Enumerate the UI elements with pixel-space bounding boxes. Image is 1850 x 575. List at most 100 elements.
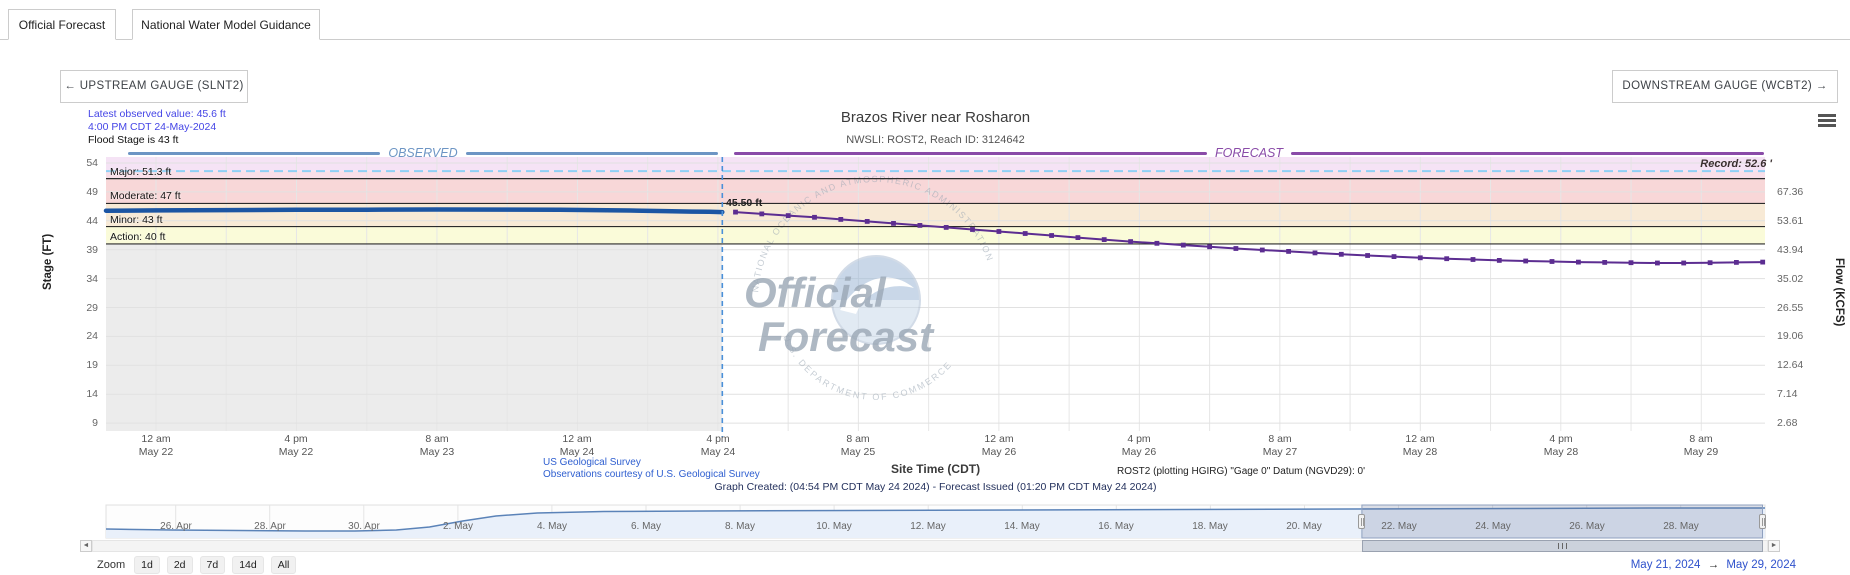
navigator-date-label: 4. May <box>536 521 567 532</box>
flood-category-label-minor: Minor: 43 ft <box>110 213 163 226</box>
navigator-right-handle[interactable] <box>1759 514 1766 529</box>
forecast-label: FORECAST <box>1214 146 1284 160</box>
time-axis-tick: 8 am May 25 <box>840 433 876 458</box>
current-forecast-value-label: 45.50 ft <box>726 197 763 209</box>
usgs-credit-line2[interactable]: Observations courtesy of U.S. Geological… <box>543 469 760 480</box>
stage-axis-tick: 9 <box>92 417 98 430</box>
forecast-series-line <box>735 211 1763 264</box>
navigator-date-label: 20. May <box>1286 521 1322 532</box>
observed-line-right <box>465 151 718 155</box>
navigator-date-label: 26. Apr <box>160 521 192 532</box>
forecast-region-header: FORECAST <box>734 146 1764 160</box>
scrollbar-track[interactable] <box>92 540 1768 552</box>
navigator-date-label: 30. Apr <box>348 521 380 532</box>
navigator-line <box>105 507 1765 532</box>
y-axis-title-stage: Stage (FT) <box>42 233 54 290</box>
scrollbar-right-arrow[interactable]: ► <box>1768 540 1780 552</box>
navigator-date-label: 16. May <box>1098 521 1134 532</box>
chart-subtitle: NWSLI: ROST2, Reach ID: 3124642 <box>846 134 1025 146</box>
navigator-date-label: 28. Apr <box>254 521 286 532</box>
zoom-preset-1d[interactable]: 1d <box>134 556 160 574</box>
usgs-credit-line1[interactable]: US Geological Survey <box>543 457 641 468</box>
stage-axis-tick: 19 <box>86 359 98 372</box>
flow-axis-tick: 12.64 <box>1777 359 1804 372</box>
svg-text:Forecast: Forecast <box>758 313 935 360</box>
stage-axis-tick: 39 <box>86 243 98 256</box>
flow-axis-tick: 19.06 <box>1777 330 1804 343</box>
tab-bar: Official Forecast National Water Model G… <box>0 9 1850 40</box>
flow-axis-tick: 26.55 <box>1777 301 1804 314</box>
navigator-area <box>106 508 1765 538</box>
navigator-date-label: 22. May <box>1381 521 1417 532</box>
flood-stage-note: Flood Stage is 43 ft <box>88 134 179 146</box>
record-stage-label: Record: 52.6 ' <box>1700 158 1772 170</box>
chart-menu-icon[interactable] <box>1818 114 1836 128</box>
datum-note: ROST2 (plotting HGIRG) "Gage 0" Datum (N… <box>1117 466 1365 477</box>
zoom-preset-2d[interactable]: 2d <box>166 556 193 574</box>
navigator-date-label: 10. May <box>816 521 852 532</box>
observed-region-header: OBSERVED <box>128 146 718 160</box>
flow-axis-tick: 43.94 <box>1777 243 1804 256</box>
time-axis-tick: 8 am May 23 <box>419 433 455 458</box>
time-axis-tick: 4 pm May 24 <box>700 433 736 458</box>
site-time-axis-title: Site Time (CDT) <box>890 462 981 476</box>
time-axis-tick: 8 am May 29 <box>1683 433 1719 458</box>
right-arrow-icon: → <box>1815 80 1828 92</box>
stage-axis-tick: 49 <box>86 185 98 198</box>
time-axis-tick: 12 am May 22 <box>138 433 174 458</box>
stage-axis-tick: 24 <box>86 330 98 343</box>
observed-label: OBSERVED <box>388 146 458 160</box>
time-axis-tick: 4 pm May 22 <box>278 433 314 458</box>
observed-line-left <box>128 151 381 155</box>
zoom-preset-7d[interactable]: 7d <box>199 556 226 574</box>
chart-title: Brazos River near Rosharon <box>840 109 1031 126</box>
left-arrow-icon: ← <box>64 80 77 92</box>
zoom-preset-14d[interactable]: 14d <box>232 556 264 574</box>
upstream-gauge-button[interactable]: ← UPSTREAM GAUGE (SLNT2) <box>60 70 248 103</box>
latest-observed-value: Latest observed value: 45.6 ft <box>88 108 226 120</box>
navigator-date-label: 14. May <box>1004 521 1040 532</box>
graph-created-note: Graph Created: (04:54 PM CDT May 24 2024… <box>714 481 1157 493</box>
tab-national-water-model-guidance[interactable]: National Water Model Guidance <box>132 9 320 40</box>
zoom-label: Zoom <box>97 559 126 571</box>
stage-axis-tick: 29 <box>86 301 98 314</box>
page-title: Brazos River near Rosharon <box>106 109 1765 127</box>
downstream-gauge-button[interactable]: DOWNSTREAM GAUGE (WCBT2) → <box>1612 70 1838 103</box>
range-arrow-icon: → <box>1707 559 1720 571</box>
y-axis-title-flow: Flow (KCFS) <box>1833 258 1845 327</box>
stage-axis-tick: 54 <box>86 157 98 169</box>
forecast-line-right <box>1291 151 1764 155</box>
latest-observed-time: 4:00 PM CDT 24-May-2024 <box>88 121 217 133</box>
navigator-date-label: 28. May <box>1663 521 1699 532</box>
navigator-date-label: 18. May <box>1192 521 1228 532</box>
upstream-gauge-label: UPSTREAM GAUGE (SLNT2) <box>79 80 244 92</box>
scrollbar-left-arrow[interactable]: ◄ <box>80 540 92 552</box>
range-to-date[interactable]: May 29, 2024 <box>1726 559 1796 571</box>
tab-official-forecast[interactable]: Official Forecast <box>8 9 116 40</box>
navigator-date-label: 26. May <box>1569 521 1605 532</box>
svg-text:Official: Official <box>744 269 887 316</box>
flow-axis-tick: 7.14 <box>1777 388 1798 401</box>
flood-category-label-action: Action: 40 ft <box>110 230 166 243</box>
stage-axis-tick: 34 <box>86 272 98 285</box>
navigator-date-label: 8. May <box>724 521 755 532</box>
observed-series-line <box>103 207 725 215</box>
navigator-date-label: 12. May <box>910 521 946 532</box>
stage-axis-tick: 44 <box>86 214 98 227</box>
time-axis-tick: 8 am May 27 <box>1262 433 1298 458</box>
flow-axis-tick: 67.36 <box>1777 185 1804 198</box>
time-axis-tick: 12 am May 28 <box>1402 433 1438 458</box>
time-axis-tick: 12 am May 24 <box>559 433 595 458</box>
flow-axis-tick: 35.02 <box>1777 272 1804 285</box>
time-axis-tick: 4 pm May 26 <box>1121 433 1157 458</box>
downstream-gauge-label: DOWNSTREAM GAUGE (WCBT2) <box>1622 80 1813 92</box>
zoom-preset-all[interactable]: All <box>270 556 297 574</box>
range-from-date[interactable]: May 21, 2024 <box>1630 559 1701 571</box>
time-axis-tick: 12 am May 26 <box>981 433 1017 458</box>
navigator-date-label: 6. May <box>630 521 661 532</box>
date-range: May 21, 2024 → May 29, 2024 <box>1631 559 1796 571</box>
navigator-left-handle[interactable] <box>1358 514 1365 529</box>
flow-axis-tick: 53.61 <box>1777 214 1804 227</box>
scrollbar-grip <box>1566 543 1567 549</box>
